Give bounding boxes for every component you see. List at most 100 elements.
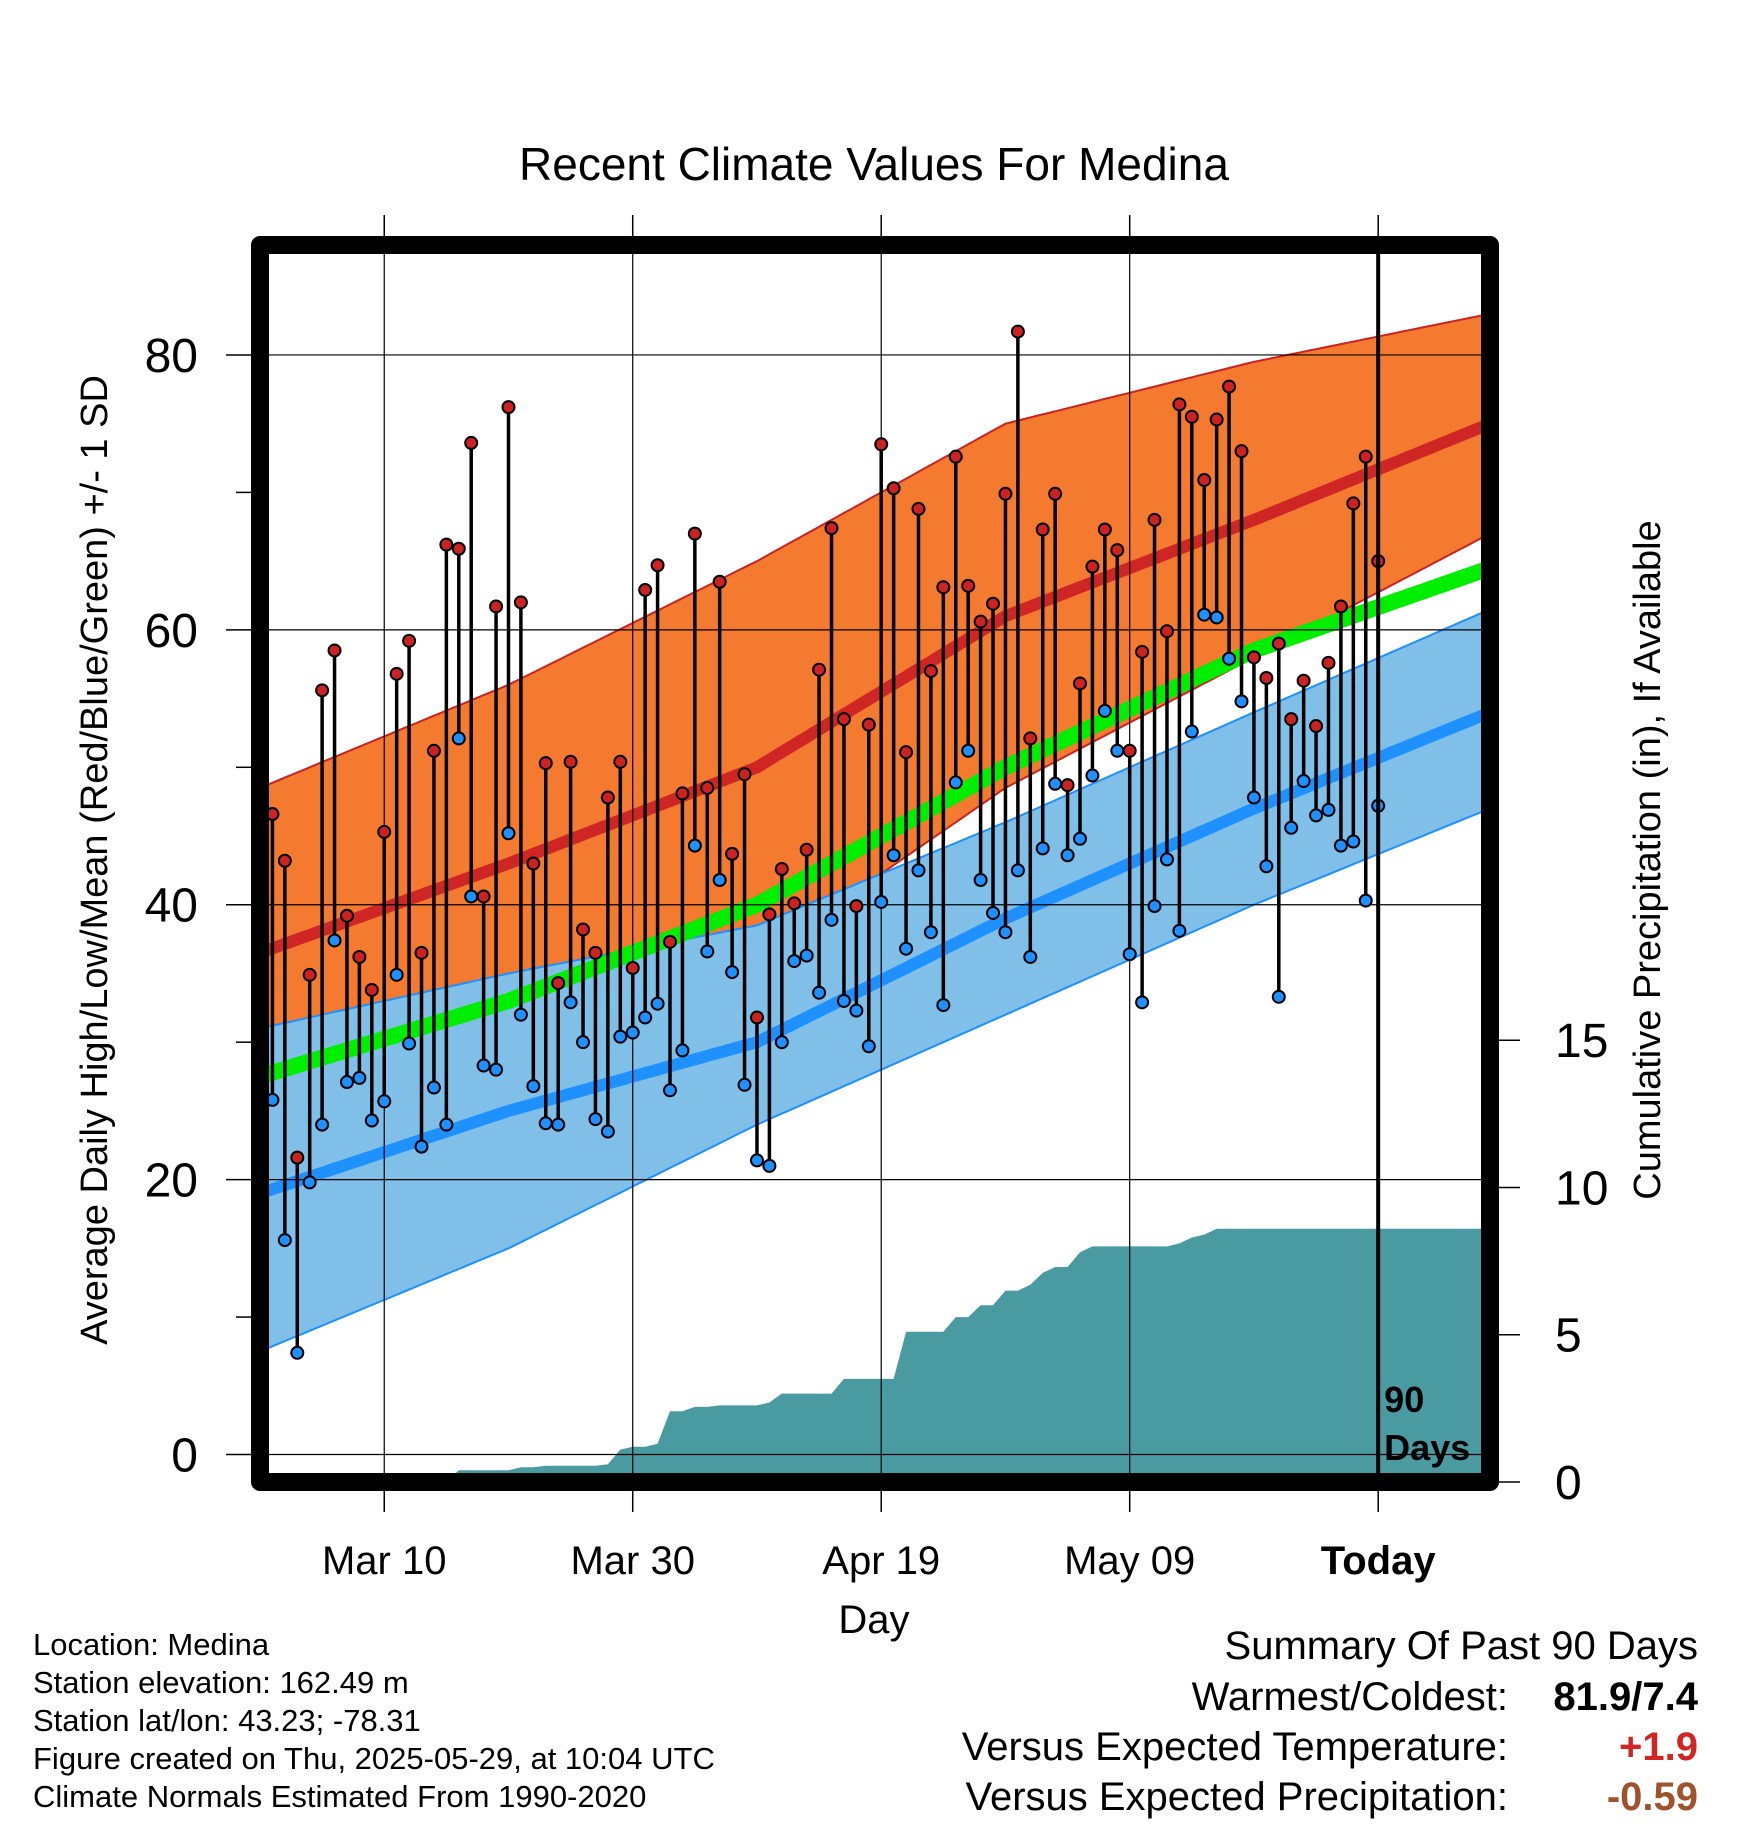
daily-low-marker xyxy=(1197,607,1212,622)
daily-low-marker xyxy=(749,1153,764,1168)
daily-low-marker xyxy=(1110,743,1125,758)
daily-high-marker xyxy=(712,574,727,589)
daily-low-marker xyxy=(464,889,479,904)
daily-low-marker xyxy=(936,998,951,1013)
daily-high-marker xyxy=(1197,473,1212,488)
daily-low-marker xyxy=(600,1124,615,1139)
daily-high-marker xyxy=(1358,449,1373,464)
daily-high-marker xyxy=(787,896,802,911)
daily-high-marker xyxy=(799,842,814,857)
daily-high-marker xyxy=(389,666,404,681)
daily-high-marker xyxy=(513,595,528,610)
precip-anomaly-row: Versus Expected Precipitation: -0.59 xyxy=(962,1772,1698,1822)
station-info: Location: Medina Station elevation: 162.… xyxy=(33,1626,715,1816)
daily-low-marker xyxy=(1172,923,1187,938)
daily-high-marker xyxy=(464,435,479,450)
daily-low-marker xyxy=(1060,848,1075,863)
daily-low-marker xyxy=(513,1007,528,1022)
daily-low-marker xyxy=(613,1029,628,1044)
daily-low-marker xyxy=(1135,995,1150,1010)
daily-high-marker xyxy=(1147,512,1162,527)
daily-high-marker xyxy=(1296,673,1311,688)
daily-low-marker xyxy=(451,731,466,746)
daily-low-marker xyxy=(948,775,963,790)
daily-low-marker xyxy=(625,1025,640,1040)
daily-low-marker xyxy=(389,967,404,982)
daily-low-marker xyxy=(1159,852,1174,867)
x-tick-label: Mar 10 xyxy=(322,1539,447,1583)
y2-axis-title: Cumulative Precipitation (in), If Availa… xyxy=(1627,520,1669,1199)
daily-low-marker xyxy=(1122,947,1137,962)
daily-high-marker xyxy=(986,596,1001,611)
daily-high-marker xyxy=(377,824,392,839)
daily-low-marker xyxy=(588,1112,603,1127)
daily-high-marker xyxy=(1110,543,1125,558)
daily-low-marker xyxy=(986,905,1001,920)
y-tick-label: 20 xyxy=(145,1155,198,1208)
daily-high-marker xyxy=(874,437,889,452)
y-tick-label: 0 xyxy=(171,1430,198,1483)
daily-low-marker xyxy=(576,1035,591,1050)
daily-high-marker xyxy=(501,400,516,415)
daily-high-marker xyxy=(1234,444,1249,459)
daily-high-marker xyxy=(923,664,938,679)
daily-high-marker xyxy=(1321,655,1336,670)
daily-high-marker xyxy=(1060,778,1075,793)
daily-high-marker xyxy=(426,743,441,758)
daily-low-marker xyxy=(339,1075,354,1090)
daily-high-marker xyxy=(563,754,578,769)
created-text: Figure created on Thu, 2025-05-29, at 10… xyxy=(33,1741,715,1776)
daily-low-marker xyxy=(1259,859,1274,874)
daily-high-marker xyxy=(675,786,690,801)
daily-high-marker xyxy=(352,949,367,964)
daily-high-marker xyxy=(911,501,926,516)
daily-low-marker xyxy=(414,1139,429,1154)
y-tick-label: 60 xyxy=(145,605,198,658)
temp-anomaly-row: Versus Expected Temperature: +1.9 xyxy=(962,1722,1698,1772)
daily-high-marker xyxy=(861,717,876,732)
daily-high-marker xyxy=(1246,650,1261,665)
daily-high-marker xyxy=(625,960,640,975)
x-axis-title: Day xyxy=(838,1598,909,1642)
daily-low-marker xyxy=(712,872,727,887)
daily-low-marker xyxy=(1234,694,1249,709)
high-normal-line xyxy=(260,418,1490,959)
warmest-coldest-label: Warmest/Coldest: xyxy=(1191,1675,1508,1719)
daily-low-marker xyxy=(774,1035,789,1050)
daily-low-marker xyxy=(899,941,914,956)
daily-low-marker xyxy=(327,933,342,948)
plot-frame xyxy=(251,236,1499,1491)
daily-high-marker xyxy=(588,945,603,960)
daily-high-marker xyxy=(600,790,615,805)
daily-low-marker xyxy=(687,838,702,853)
daily-high-marker xyxy=(1159,624,1174,639)
y-axis-title: Average Daily High/Low/Mean (Red/Blue/Gr… xyxy=(74,375,116,1345)
daily-low-marker xyxy=(650,996,665,1011)
daily-low-marker xyxy=(364,1113,379,1128)
daily-high-marker xyxy=(886,481,901,496)
location-text: Location: Medina xyxy=(33,1627,270,1662)
plot-area: 90 Days 0 20 40 60 80 Mar 10 Mar 30 Apr 19 May 09 T… xyxy=(145,215,1608,1583)
daily-low-marker xyxy=(1271,989,1286,1004)
daily-low-marker xyxy=(700,944,715,959)
daily-low-marker xyxy=(1209,610,1224,625)
daily-high-marker xyxy=(762,907,777,922)
daily-high-marker xyxy=(836,712,851,727)
daily-low-marker xyxy=(277,1233,292,1248)
daily-high-marker xyxy=(290,1150,305,1165)
daily-high-marker xyxy=(638,582,653,597)
daily-low-marker xyxy=(1309,808,1324,823)
y-tick-label: 80 xyxy=(145,330,198,383)
daily-high-marker xyxy=(551,976,566,991)
daily-high-marker xyxy=(476,889,491,904)
normals-text: Climate Normals Estimated From 1990-2020 xyxy=(33,1779,647,1814)
daily-high-marker xyxy=(414,945,429,960)
daily-high-marker xyxy=(1097,522,1112,537)
daily-low-marker xyxy=(737,1077,752,1092)
daily-high-marker xyxy=(451,541,466,556)
daily-low-marker xyxy=(799,948,814,963)
daily-low-marker xyxy=(501,826,516,841)
daily-high-marker xyxy=(1284,712,1299,727)
daily-low-marker xyxy=(352,1070,367,1085)
summary-panel: Summary Of Past 90 Days Warmest/Coldest:… xyxy=(962,1620,1698,1822)
